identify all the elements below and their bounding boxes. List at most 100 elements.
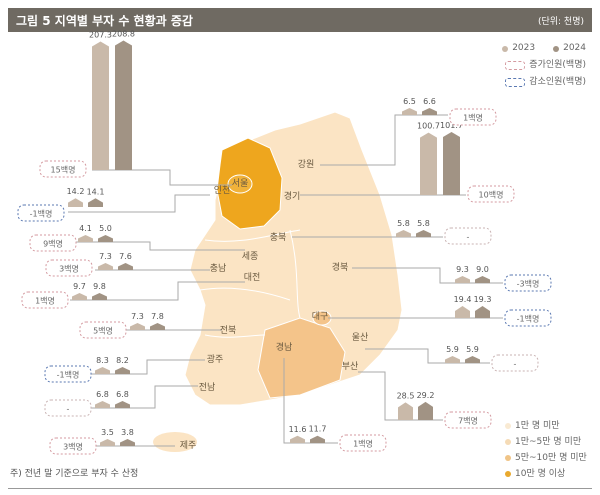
bar-value-label: 101.7	[440, 121, 463, 130]
bar-value-label: 207.3	[89, 30, 112, 39]
korea-map	[153, 111, 403, 452]
bar-2024	[150, 323, 165, 330]
region-name-label: 경기	[284, 190, 301, 202]
bar-2023	[402, 108, 417, 115]
legend-decrease: 감소인원(백명)	[502, 74, 586, 91]
bar-2024	[418, 401, 433, 420]
region-name-label: 경남	[276, 341, 293, 353]
change-label: 3백명	[63, 442, 83, 452]
change-box	[467, 185, 515, 203]
change-label: -	[67, 405, 70, 414]
change-label: 1백명	[463, 113, 483, 123]
region-name-label: 광주	[207, 353, 224, 365]
change-box	[49, 437, 97, 455]
bar-value-label: 5.8	[417, 219, 430, 228]
bar-value-label: 100.7	[417, 122, 440, 131]
bar-value-label: 9.0	[476, 265, 489, 274]
region-name-label: 부산	[342, 361, 359, 372]
region-6: 7.3 7.6 3백명 충남	[45, 252, 226, 277]
leader-line	[320, 114, 448, 166]
category-label: 1만~5만 명 미만	[515, 437, 582, 447]
bar-2023	[78, 235, 93, 242]
region-7: 9.7 9.8 1백명 대전	[21, 272, 261, 309]
bar-2023	[398, 402, 413, 420]
region-name-label: 강원	[298, 159, 315, 170]
region-8: 9.3 9.0 -3백명 경북	[332, 261, 552, 292]
bar-value-label: 7.6	[119, 252, 132, 261]
change-label: -1백명	[57, 370, 80, 380]
bar-2024	[120, 439, 135, 446]
legend-2023-label: 2023	[512, 43, 536, 53]
region-11: 5.9 5.9 - 울산	[352, 332, 539, 372]
region-name-label: 전남	[199, 382, 216, 393]
change-label: 10백명	[479, 190, 504, 200]
legend-2024-label: 2024	[563, 43, 586, 53]
leader-line	[92, 169, 232, 186]
bar-value-label: 3.8	[121, 428, 134, 437]
change-label: 15백명	[51, 165, 76, 175]
decrease-box-icon	[505, 78, 526, 87]
region-15: 6.8 6.8 - 전남	[44, 382, 216, 417]
bar-value-label: 6.5	[403, 97, 416, 106]
category-label: 1만 명 미만	[515, 421, 560, 431]
change-box	[504, 309, 552, 327]
bar-value-label: 9.7	[73, 282, 86, 291]
bar-2024	[88, 198, 103, 207]
category-dot-icon	[505, 439, 511, 445]
bar-2023	[100, 439, 115, 446]
bar-value-label: 28.5	[397, 391, 415, 400]
leader-line	[68, 194, 210, 213]
change-box	[45, 259, 93, 277]
category-label: 5만~10만 명 미만	[515, 453, 587, 463]
bar-value-label: 8.2	[116, 356, 129, 365]
bar-2024	[422, 108, 437, 115]
change-label: 9백명	[43, 239, 63, 249]
bar-value-label: 9.8	[93, 282, 106, 291]
region-2: 100.7 101.7 10백명 경기	[284, 121, 515, 203]
region-1: 14.2 14.1 -1백명 인천	[17, 185, 230, 222]
change-label: 3백명	[59, 264, 79, 274]
bar-value-label: 5.9	[446, 345, 459, 354]
footnote: 주) 전년 말 기준으로 부자 수 산정	[10, 469, 139, 479]
bar-2023	[98, 263, 113, 270]
change-box	[17, 204, 65, 222]
bar-value-label: 5.0	[99, 224, 112, 233]
map-seoul	[227, 174, 253, 194]
bar-2024	[475, 276, 490, 283]
change-label: -	[467, 233, 470, 242]
bar-value-label: 7.3	[131, 312, 144, 321]
bar-value-label: 6.8	[96, 390, 109, 399]
bar-2024	[98, 235, 113, 242]
region-13: 8.3 8.2 -1백명 광주	[44, 353, 224, 383]
region-name-label: 대구	[312, 311, 329, 322]
bar-2024	[310, 435, 325, 443]
bar-value-label: 5.8	[397, 219, 410, 228]
region-name-label: 대전	[244, 272, 261, 283]
bar-2023	[420, 132, 437, 195]
bar-2023	[130, 323, 145, 330]
category-legend-item: 10만 명 이상	[505, 466, 587, 482]
leader-line	[352, 267, 503, 284]
region-name-label: 경북	[332, 261, 349, 273]
bar-value-label: 4.1	[79, 224, 92, 233]
category-label: 10만 명 이상	[515, 469, 566, 479]
bottom-rule	[8, 488, 592, 489]
bar-2023	[445, 356, 460, 363]
change-box	[339, 434, 387, 452]
bar-value-label: 6.8	[116, 390, 129, 399]
figure-title-bar: 그림 5 지역별 부자 수 현황과 증감 (단위: 천명)	[8, 8, 592, 32]
change-label: -	[514, 360, 517, 369]
bar-2024	[416, 230, 431, 237]
change-label: 1백명	[35, 296, 55, 306]
bar-value-label: 14.2	[67, 187, 85, 196]
bar-2023	[68, 198, 83, 207]
change-box	[44, 365, 92, 383]
change-box	[504, 274, 552, 292]
region-name-label: 서울	[232, 178, 249, 189]
change-box	[21, 291, 69, 309]
leader-line	[70, 281, 245, 301]
bar-2024	[115, 40, 132, 170]
